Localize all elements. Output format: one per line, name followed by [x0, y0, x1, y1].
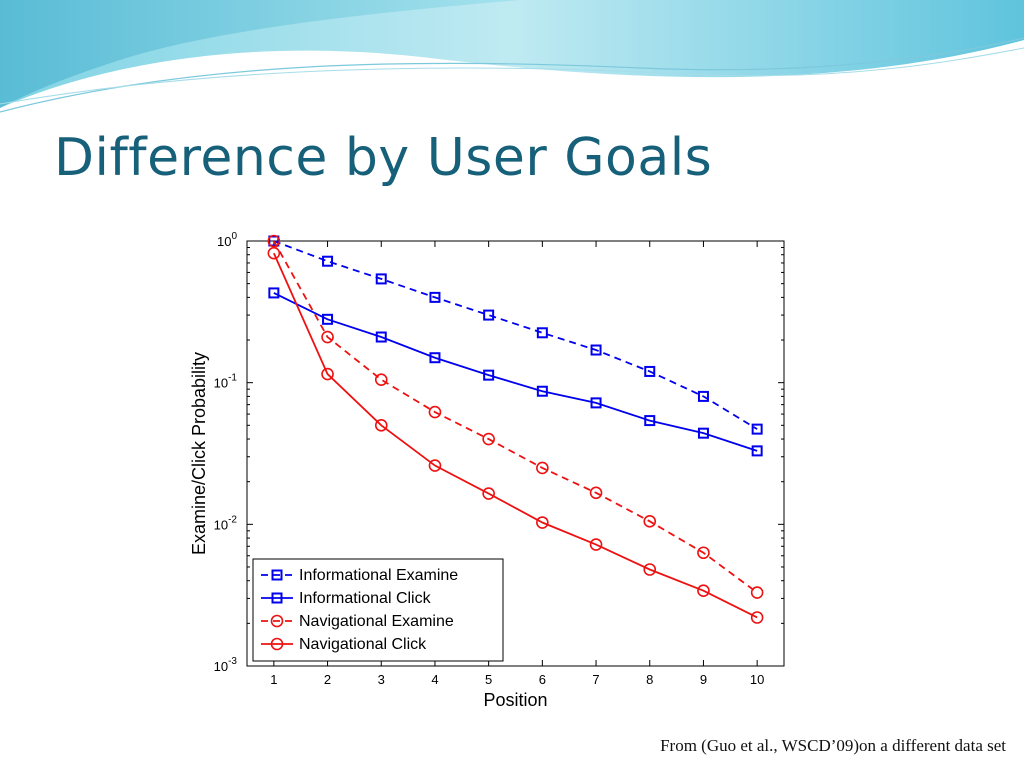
- data-point-3: [321, 330, 334, 344]
- data-point-2: [268, 287, 280, 299]
- data-point-3: [482, 432, 495, 446]
- data-point-3: [536, 461, 549, 475]
- data-point-4: [374, 419, 388, 432]
- legend-marker: [270, 637, 284, 651]
- data-point-3: [643, 515, 657, 528]
- data-point-2: [751, 445, 763, 457]
- x-tick-label: 8: [646, 672, 653, 687]
- x-tick-label: 2: [324, 672, 331, 687]
- x-axis-label: Position: [483, 690, 547, 707]
- legend-label: Navigational Click: [299, 636, 427, 653]
- data-point-1: [322, 255, 334, 267]
- data-point-4: [321, 367, 334, 381]
- data-point-1: [697, 390, 709, 402]
- data-point-4: [697, 584, 710, 598]
- x-tick-label: 6: [539, 672, 546, 687]
- x-tick-label: 5: [485, 672, 492, 687]
- y-tick-label: 10-1: [214, 373, 238, 391]
- data-point-2: [644, 415, 656, 427]
- y-tick-label: 10-3: [214, 656, 238, 674]
- data-point-3: [428, 405, 442, 419]
- legend-marker: [271, 592, 283, 604]
- data-point-2: [483, 369, 495, 381]
- data-point-1: [536, 327, 548, 339]
- series-line-4: [273, 252, 758, 619]
- x-tick-label: 1: [270, 672, 277, 687]
- legend-marker: [271, 569, 283, 581]
- data-point-3: [267, 234, 281, 248]
- data-point-2: [322, 313, 334, 325]
- series-line-3: [273, 240, 758, 594]
- header-wave-line: [0, 47, 1024, 105]
- header-wave-accent: [0, 0, 520, 108]
- series-line-2: [273, 292, 758, 452]
- data-point-3: [697, 546, 710, 560]
- series-line-1: [273, 240, 758, 430]
- x-tick-label: 3: [378, 672, 385, 687]
- chart-panel: 100 10-1 10-2 10-3 1 2 3 4 5 6 7 8 9 10 Position Examin…: [187, 229, 795, 707]
- legend-label: Informational Examine: [299, 567, 458, 584]
- data-point-3: [589, 486, 603, 500]
- x-tick-label: 9: [700, 672, 707, 687]
- plot-frame: [246, 240, 785, 667]
- x-tick-label: 7: [592, 672, 599, 687]
- data-point-2: [697, 427, 709, 439]
- data-point-4: [428, 459, 442, 472]
- legend-box: [252, 558, 504, 662]
- data-point-4: [536, 516, 549, 529]
- data-point-4: [750, 611, 764, 624]
- data-point-1: [375, 273, 387, 285]
- data-point-4: [267, 246, 281, 260]
- legend-label: Informational Click: [299, 590, 432, 607]
- y-axis-label: Examine/Click Probability: [189, 352, 209, 555]
- y-tick-label: 100: [217, 231, 237, 249]
- x-tick-label: 4: [431, 672, 438, 687]
- data-point-2: [536, 385, 548, 397]
- chart: 100 10-1 10-2 10-3 1 2 3 4 5 6 7 8 9 10 Position Examin…: [189, 231, 785, 707]
- slide-title: Difference by User Goals: [54, 128, 713, 188]
- data-point-1: [644, 365, 656, 377]
- data-point-4: [589, 538, 603, 551]
- data-point-2: [590, 397, 602, 409]
- x-tick-label: 10: [750, 672, 764, 687]
- data-point-1: [429, 291, 441, 303]
- data-point-1: [268, 235, 280, 247]
- data-point-1: [590, 344, 602, 356]
- data-point-3: [374, 373, 388, 386]
- data-point-1: [483, 309, 495, 321]
- data-point-2: [375, 331, 387, 343]
- data-point-4: [643, 563, 657, 576]
- data-point-4: [482, 487, 495, 500]
- legend-label: Navigational Examine: [299, 613, 454, 630]
- legend-marker: [270, 614, 284, 628]
- data-point-2: [429, 352, 441, 364]
- y-tick-label: 10-2: [214, 514, 238, 532]
- data-point-3: [750, 586, 764, 599]
- header-wave-line: [0, 37, 1024, 113]
- citation: From (Guo et al., WSCD’09)on a different…: [660, 736, 1006, 755]
- data-point-1: [751, 423, 763, 435]
